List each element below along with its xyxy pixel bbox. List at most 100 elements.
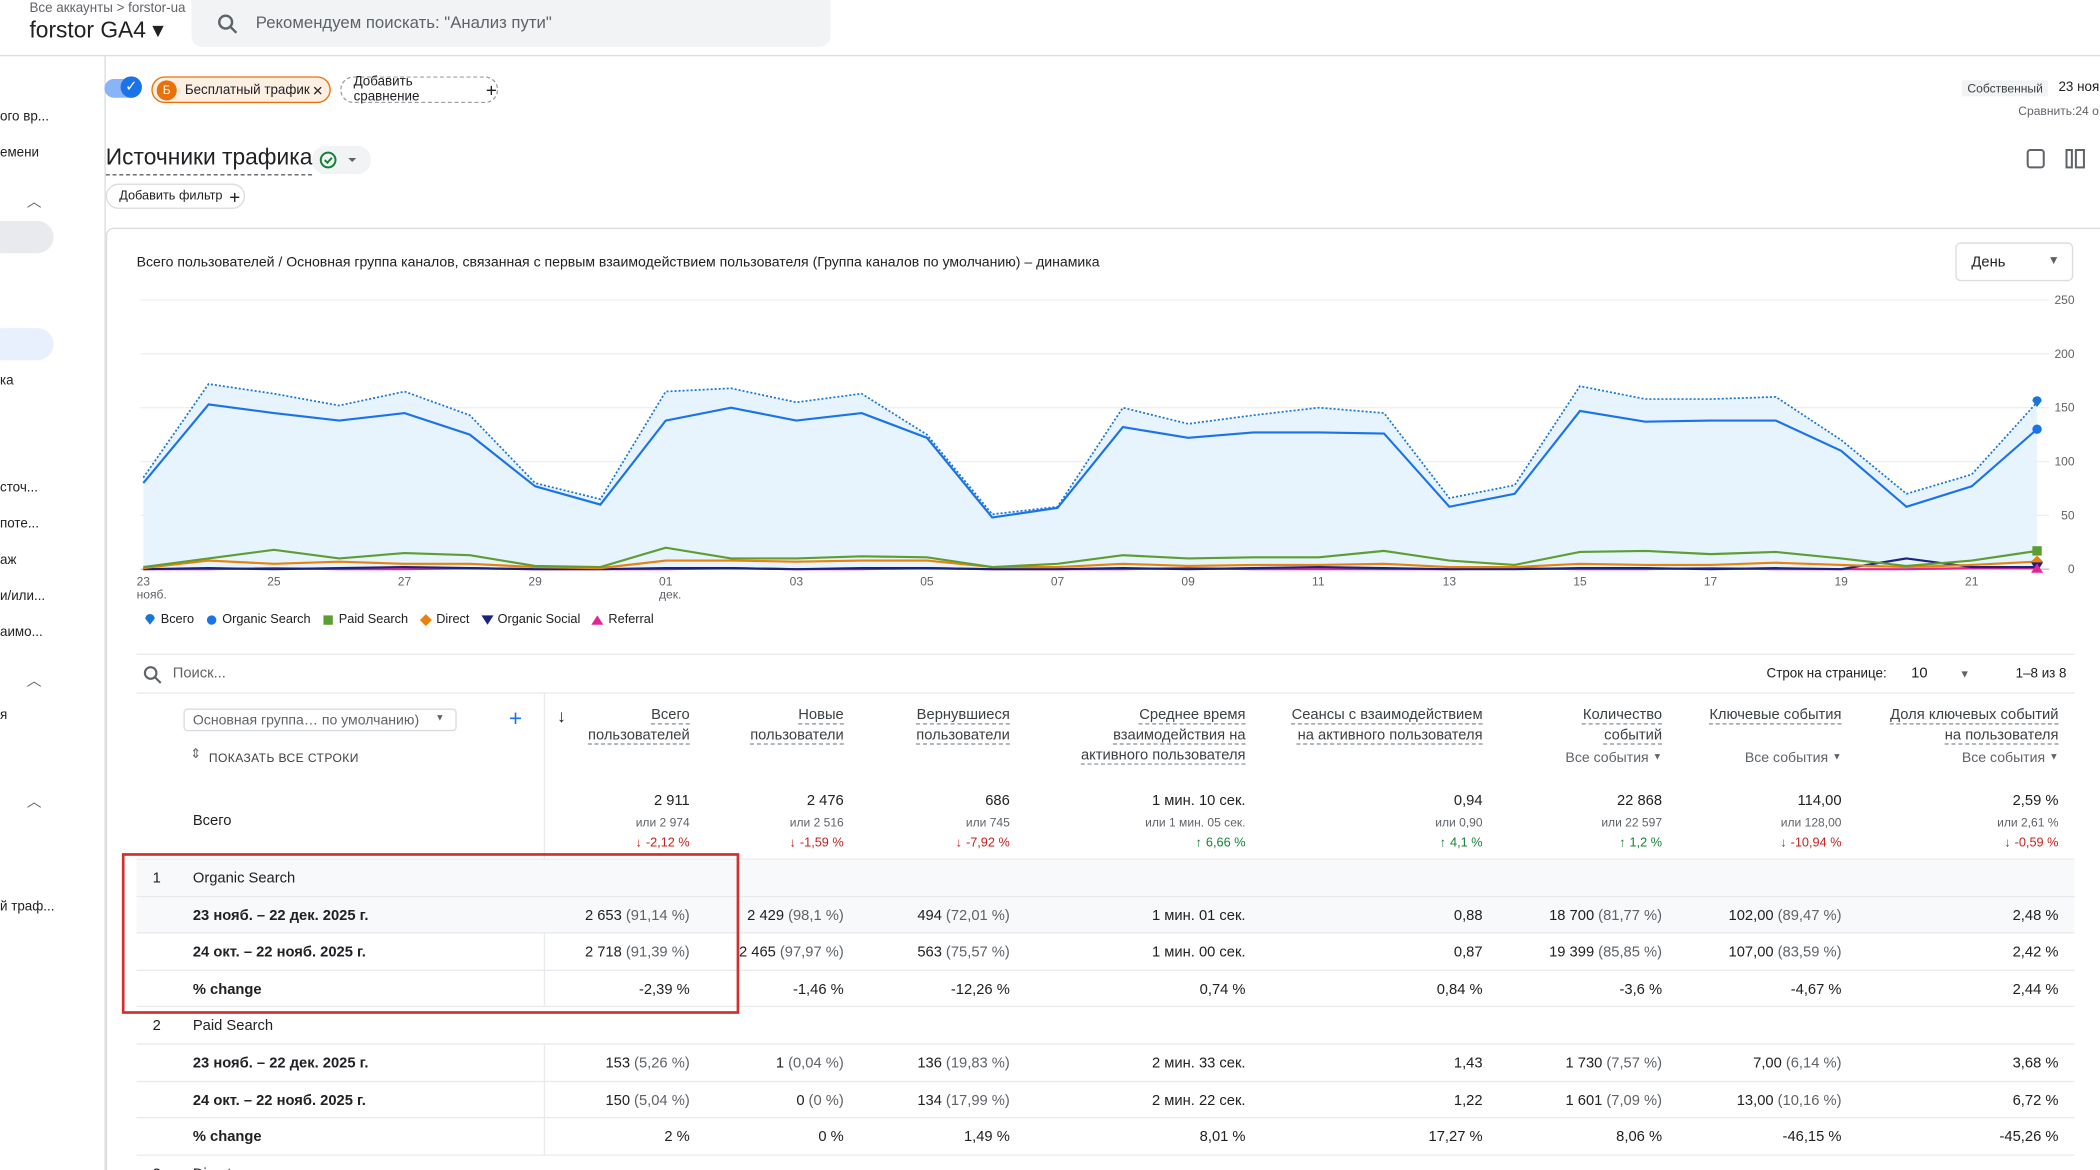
- cell: 0,84 %: [1437, 981, 1483, 997]
- nav-item[interactable]: ка: [0, 373, 14, 389]
- cell-value: 1 730: [1565, 1055, 1603, 1072]
- column-header[interactable]: Среднее время взаимодействия на активног…: [1071, 706, 1246, 766]
- cell: 0,74 %: [1200, 981, 1246, 997]
- breadcrumb-item[interactable]: Все аккаунты: [29, 1, 113, 17]
- nav-item[interactable]: ого вр...: [0, 109, 49, 125]
- nav-item[interactable]: аимо...: [0, 625, 43, 641]
- column-filter[interactable]: Все события: [1745, 750, 1828, 766]
- group-name[interactable]: Paid Search: [192, 1018, 274, 1035]
- change-value: -0,59 %: [2014, 835, 2059, 851]
- nav-item[interactable]: й траф...: [0, 900, 55, 915]
- nav-item[interactable]: аж: [0, 553, 17, 568]
- legend-item[interactable]: Organic Social: [480, 612, 580, 627]
- total-change: ↓ -1,59 %: [790, 836, 844, 851]
- nav-item[interactable]: и/или...: [0, 589, 46, 605]
- cell-value: 136: [917, 1055, 942, 1072]
- breadcrumb-item[interactable]: forstor-ua: [128, 1, 186, 17]
- column-header[interactable]: Всего пользователей: [580, 706, 690, 746]
- compare-range[interactable]: Сравнить:24 о: [2018, 104, 2099, 118]
- nav-item[interactable]: сточ...: [0, 480, 38, 496]
- granularity-select[interactable]: День ▼: [1955, 242, 2074, 282]
- column-header[interactable]: Количество событий: [1528, 706, 1662, 746]
- rows-per-page[interactable]: 10: [1911, 665, 1928, 682]
- legend-item[interactable]: Referral: [591, 612, 654, 627]
- cell: 1,22: [1454, 1092, 1483, 1108]
- cell-share: (91,14 %): [625, 907, 690, 924]
- legend-item[interactable]: Всего: [143, 612, 194, 627]
- nav-chevron[interactable]: ︿: [26, 194, 42, 211]
- nav-pill[interactable]: [0, 220, 54, 254]
- cell-value: -46,15 %: [1782, 1129, 1842, 1146]
- table-search[interactable]: Поиск...: [172, 665, 226, 682]
- cell: 0,87: [1454, 944, 1483, 960]
- cell-share: (91,39 %): [625, 944, 690, 961]
- nav-chevron[interactable]: ︿: [26, 794, 42, 811]
- group-name[interactable]: Organic Search: [192, 870, 296, 887]
- total-value: 22 868: [1616, 792, 1663, 809]
- column-filter[interactable]: Все события: [1962, 750, 2045, 766]
- legend-item[interactable]: Paid Search: [321, 612, 408, 627]
- cell: 0 (0 %): [796, 1092, 843, 1108]
- legend-marker: [591, 614, 604, 625]
- cell: 17,27 %: [1429, 1129, 1483, 1145]
- nav-item[interactable]: поте...: [0, 516, 40, 532]
- total-value: 1 мин. 10 сек.: [1151, 792, 1246, 809]
- segment-chip[interactable]: Б Бесплатный трафик ×: [151, 76, 331, 104]
- dimension-select[interactable]: Основная группа… по умолчанию) ▼: [183, 708, 457, 732]
- change-value: -2,12 %: [645, 835, 690, 851]
- total-compare: или 1 мин. 05 сек.: [1145, 815, 1246, 830]
- breadcrumb[interactable]: Все аккаунты > forstor-ua: [29, 1, 186, 17]
- column-header[interactable]: Сеансы с взаимодействием на активного по…: [1282, 706, 1483, 746]
- dropdown-arrow[interactable]: ▼: [1959, 668, 1970, 681]
- cell-value: 1 мин. 01 сек.: [1151, 907, 1246, 924]
- cell: 0 %: [818, 1129, 843, 1145]
- column-filter-label: Все события: [1744, 750, 1829, 767]
- chip-close[interactable]: ×: [312, 79, 323, 100]
- y-tick-label: 150: [2054, 401, 2074, 415]
- legend-item[interactable]: Organic Search: [205, 612, 311, 627]
- change-value: 4,1 %: [1450, 835, 1483, 851]
- legend-item[interactable]: Direct: [419, 612, 469, 627]
- sort-arrow[interactable]: ↓: [557, 705, 566, 726]
- cell: 563 (75,57 %): [917, 944, 1009, 960]
- add-comparison[interactable]: Добавить сравнение +: [340, 75, 499, 104]
- comparison-toggle[interactable]: ✓: [104, 76, 142, 98]
- add-filter[interactable]: Добавить фильтр +: [105, 183, 246, 209]
- legend: Всего Organic Search Paid Search Direct Orga…: [143, 612, 654, 627]
- group-name[interactable]: Direct: [193, 1166, 231, 1170]
- date-range[interactable]: 23 ноя: [2058, 80, 2100, 96]
- change-arrow: ↓: [789, 835, 796, 851]
- show-all-rows[interactable]: ПОКАЗАТЬ ВСЕ СТРОКИ: [208, 751, 359, 765]
- nav-item[interactable]: емени: [0, 145, 39, 161]
- column-filter-label: Все события: [1565, 750, 1649, 767]
- cell: -1,46 %: [793, 981, 844, 997]
- column-header[interactable]: Доля ключевых событий на пользователя: [1884, 706, 2058, 746]
- dimension-label: Основная группа… по умолчанию): [192, 712, 420, 729]
- cell-value: 1,22: [1453, 1092, 1483, 1109]
- cell: 2 653 (91,14 %): [585, 907, 690, 923]
- cell-share: (7,09 %): [1606, 1092, 1663, 1109]
- nav-chevron[interactable]: ︿: [26, 673, 42, 690]
- row-divider: [136, 1117, 2075, 1119]
- cell-value: 107,00: [1728, 944, 1774, 961]
- expand-icon[interactable]: ⇕: [190, 747, 202, 763]
- column-header[interactable]: Ключевые события: [1708, 706, 1841, 726]
- property-selector[interactable]: forstor GA4 ▾: [29, 17, 164, 43]
- report-actions[interactable]: [2025, 147, 2092, 171]
- report-status[interactable]: [312, 145, 371, 175]
- change-value: -10,94 %: [1790, 835, 1842, 851]
- add-dimension[interactable]: +: [508, 705, 523, 732]
- column-filter-arrow: ▼: [2049, 752, 2059, 763]
- end-marker: [2032, 396, 2042, 407]
- nav-item[interactable]: я: [0, 708, 8, 724]
- search-box[interactable]: Рекомендуем поискать: "Анализ пути": [191, 0, 831, 47]
- row-divider: [136, 1080, 2075, 1082]
- cell-share: (7,57 %): [1606, 1055, 1663, 1072]
- cell-share: (0 %): [808, 1092, 844, 1109]
- column-filter[interactable]: Все события: [1565, 750, 1648, 766]
- column-header[interactable]: Новые пользователи: [743, 706, 844, 746]
- cell-value: 494: [917, 907, 942, 924]
- nav-pill-active[interactable]: [0, 328, 54, 361]
- cell: 2 %: [664, 1129, 689, 1145]
- column-header[interactable]: Вернувшиеся пользователи: [900, 706, 1010, 746]
